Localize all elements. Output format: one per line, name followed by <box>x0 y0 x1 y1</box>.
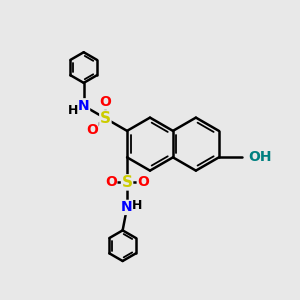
Text: O: O <box>105 176 117 189</box>
Text: O: O <box>86 123 98 137</box>
Text: O: O <box>99 95 111 109</box>
Text: S: S <box>122 175 133 190</box>
Text: OH: OH <box>248 150 272 164</box>
Text: S: S <box>100 111 111 126</box>
Text: N: N <box>78 99 89 113</box>
Text: H: H <box>132 200 142 212</box>
Text: O: O <box>137 176 149 189</box>
Text: N: N <box>121 200 133 214</box>
Text: H: H <box>68 104 79 117</box>
